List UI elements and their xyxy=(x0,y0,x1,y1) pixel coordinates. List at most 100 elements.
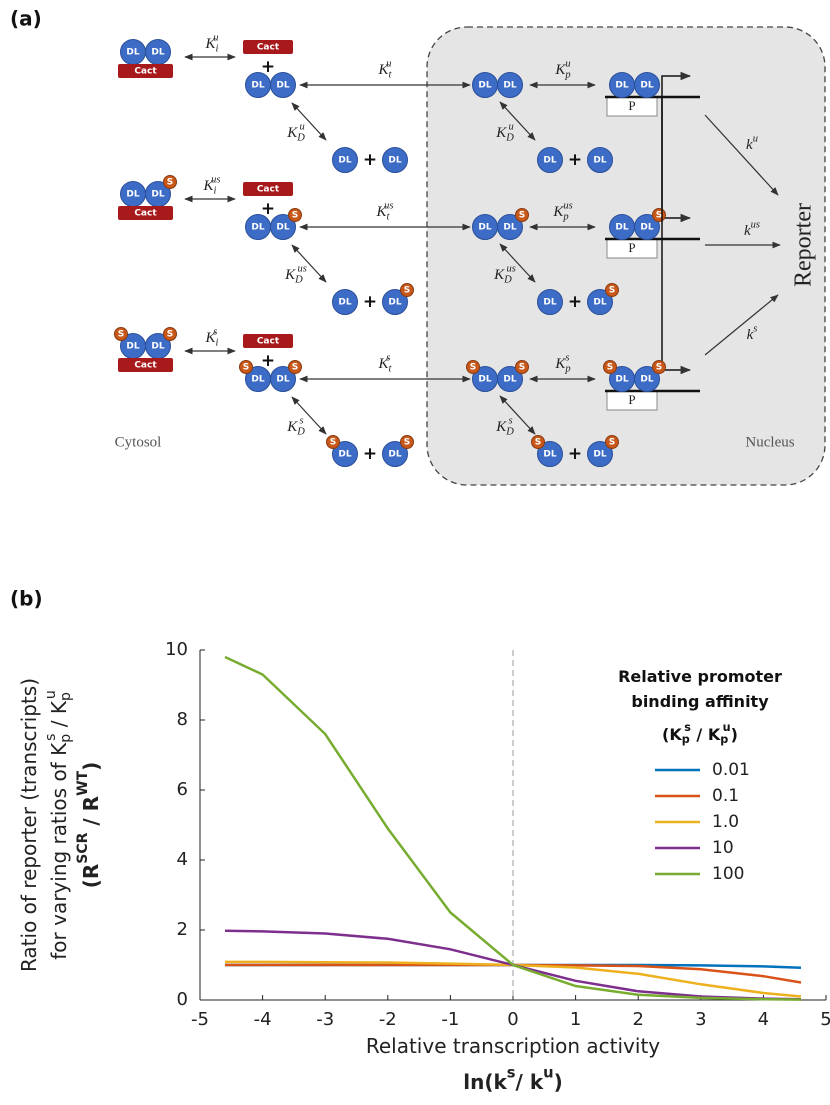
rich-text: KDs xyxy=(286,416,305,438)
dl-label: DL xyxy=(640,223,653,233)
text-part: (R xyxy=(79,864,103,889)
rich-text: Kiu xyxy=(205,33,219,55)
x-tick-label: -5 xyxy=(191,1009,209,1030)
text-part: us xyxy=(384,201,393,212)
rich-text: KDus xyxy=(284,264,307,286)
rich-text: for varying ratios of Kps / Kpu xyxy=(43,690,74,959)
rich-text: Kis xyxy=(205,327,219,349)
dl-label: DL xyxy=(276,223,289,233)
text-part: us xyxy=(507,264,516,275)
dl-protein xyxy=(634,72,660,98)
text-part: D xyxy=(505,427,514,438)
panel-label: (b) xyxy=(10,587,43,611)
text-part: K xyxy=(205,36,217,52)
dl-label: DL xyxy=(640,375,653,385)
text-part: ln(k xyxy=(463,1070,507,1094)
s-site xyxy=(400,283,414,297)
rich-text: Ktu xyxy=(378,59,393,81)
s-label: S xyxy=(656,363,662,373)
text-part: D xyxy=(505,133,514,144)
text-part: s xyxy=(507,1065,516,1082)
s-site xyxy=(531,435,545,449)
text-part: us xyxy=(751,220,760,231)
dl-protein xyxy=(634,366,660,392)
cact-protein xyxy=(243,182,293,196)
dl-label: DL xyxy=(126,190,139,200)
dl-protein xyxy=(270,366,296,392)
text-part: s xyxy=(43,734,59,741)
rich-text: KDu xyxy=(286,122,305,144)
dl-label: DL xyxy=(126,342,139,352)
dl-protein xyxy=(497,72,523,98)
text-part: us xyxy=(298,264,307,275)
dl-label: DL xyxy=(251,81,264,91)
s-site xyxy=(326,435,340,449)
rich-text: Kts xyxy=(378,353,393,375)
dl-label: DL xyxy=(478,375,491,385)
dl-protein xyxy=(382,289,408,315)
x-tick-label: 4 xyxy=(758,1009,769,1030)
text-part: u xyxy=(300,122,305,133)
text-part: K xyxy=(284,267,296,283)
cact-label: Cact xyxy=(134,67,157,77)
text-part: t xyxy=(389,364,393,375)
dl-protein xyxy=(382,441,408,467)
text-part: K xyxy=(554,356,566,372)
cytosol-label: Cytosol xyxy=(115,434,162,450)
dl-protein xyxy=(332,289,358,315)
x-tick-label: 3 xyxy=(695,1009,706,1030)
dl-protein xyxy=(270,214,296,240)
s-label: S xyxy=(519,363,525,373)
plus-sign: + xyxy=(568,292,582,312)
text-part: D xyxy=(294,275,303,286)
s-site xyxy=(239,360,253,374)
text-part: K xyxy=(205,330,217,346)
text-part: / R xyxy=(79,796,103,833)
dl-label: DL xyxy=(543,450,556,460)
rich-text: KDus xyxy=(493,264,516,286)
s-site xyxy=(605,435,619,449)
text-part: i xyxy=(216,338,219,349)
s-site xyxy=(114,327,128,341)
rich-text: Kius xyxy=(202,175,220,197)
text-part: u xyxy=(753,134,758,145)
text-part: binding affinity xyxy=(631,692,769,711)
x-tick-label: 1 xyxy=(570,1009,581,1030)
legend-label: 10 xyxy=(712,838,734,858)
s-label: S xyxy=(292,211,298,221)
y-tick-label: 2 xyxy=(177,919,188,940)
dl-label: DL xyxy=(338,450,351,460)
y-tick-label: 4 xyxy=(177,849,188,870)
s-site xyxy=(605,283,619,297)
s-site xyxy=(400,435,414,449)
text-part: k xyxy=(744,223,751,239)
x-tick-label: 2 xyxy=(632,1009,643,1030)
s-label: S xyxy=(243,363,249,373)
plus-sign: + xyxy=(261,351,275,371)
text-part: K xyxy=(286,419,298,435)
s-label: S xyxy=(330,438,336,448)
rich-text: (RSCR / RWT) xyxy=(75,762,103,888)
text-part: p xyxy=(682,733,690,746)
dl-label: DL xyxy=(478,223,491,233)
text-part: K xyxy=(493,267,505,283)
text-part: K xyxy=(554,62,566,78)
s-label: S xyxy=(607,363,613,373)
s-site xyxy=(288,208,302,222)
text-part: s xyxy=(753,324,757,335)
rich-text: KDu xyxy=(495,122,514,144)
rich-text: kus xyxy=(744,220,760,240)
dl-protein xyxy=(634,214,660,240)
dl-protein xyxy=(587,147,613,173)
s-site xyxy=(652,360,666,374)
arrow xyxy=(499,395,536,435)
dl-label: DL xyxy=(388,298,401,308)
dl-label: DL xyxy=(593,298,606,308)
text-part: K xyxy=(552,204,564,220)
plus-sign: + xyxy=(261,199,275,219)
text-part: s xyxy=(386,353,390,364)
legend-label: 100 xyxy=(712,864,744,884)
text-part: WT xyxy=(75,770,91,795)
reporter-label: Reporter xyxy=(791,203,817,287)
text-part: / K xyxy=(47,700,71,733)
